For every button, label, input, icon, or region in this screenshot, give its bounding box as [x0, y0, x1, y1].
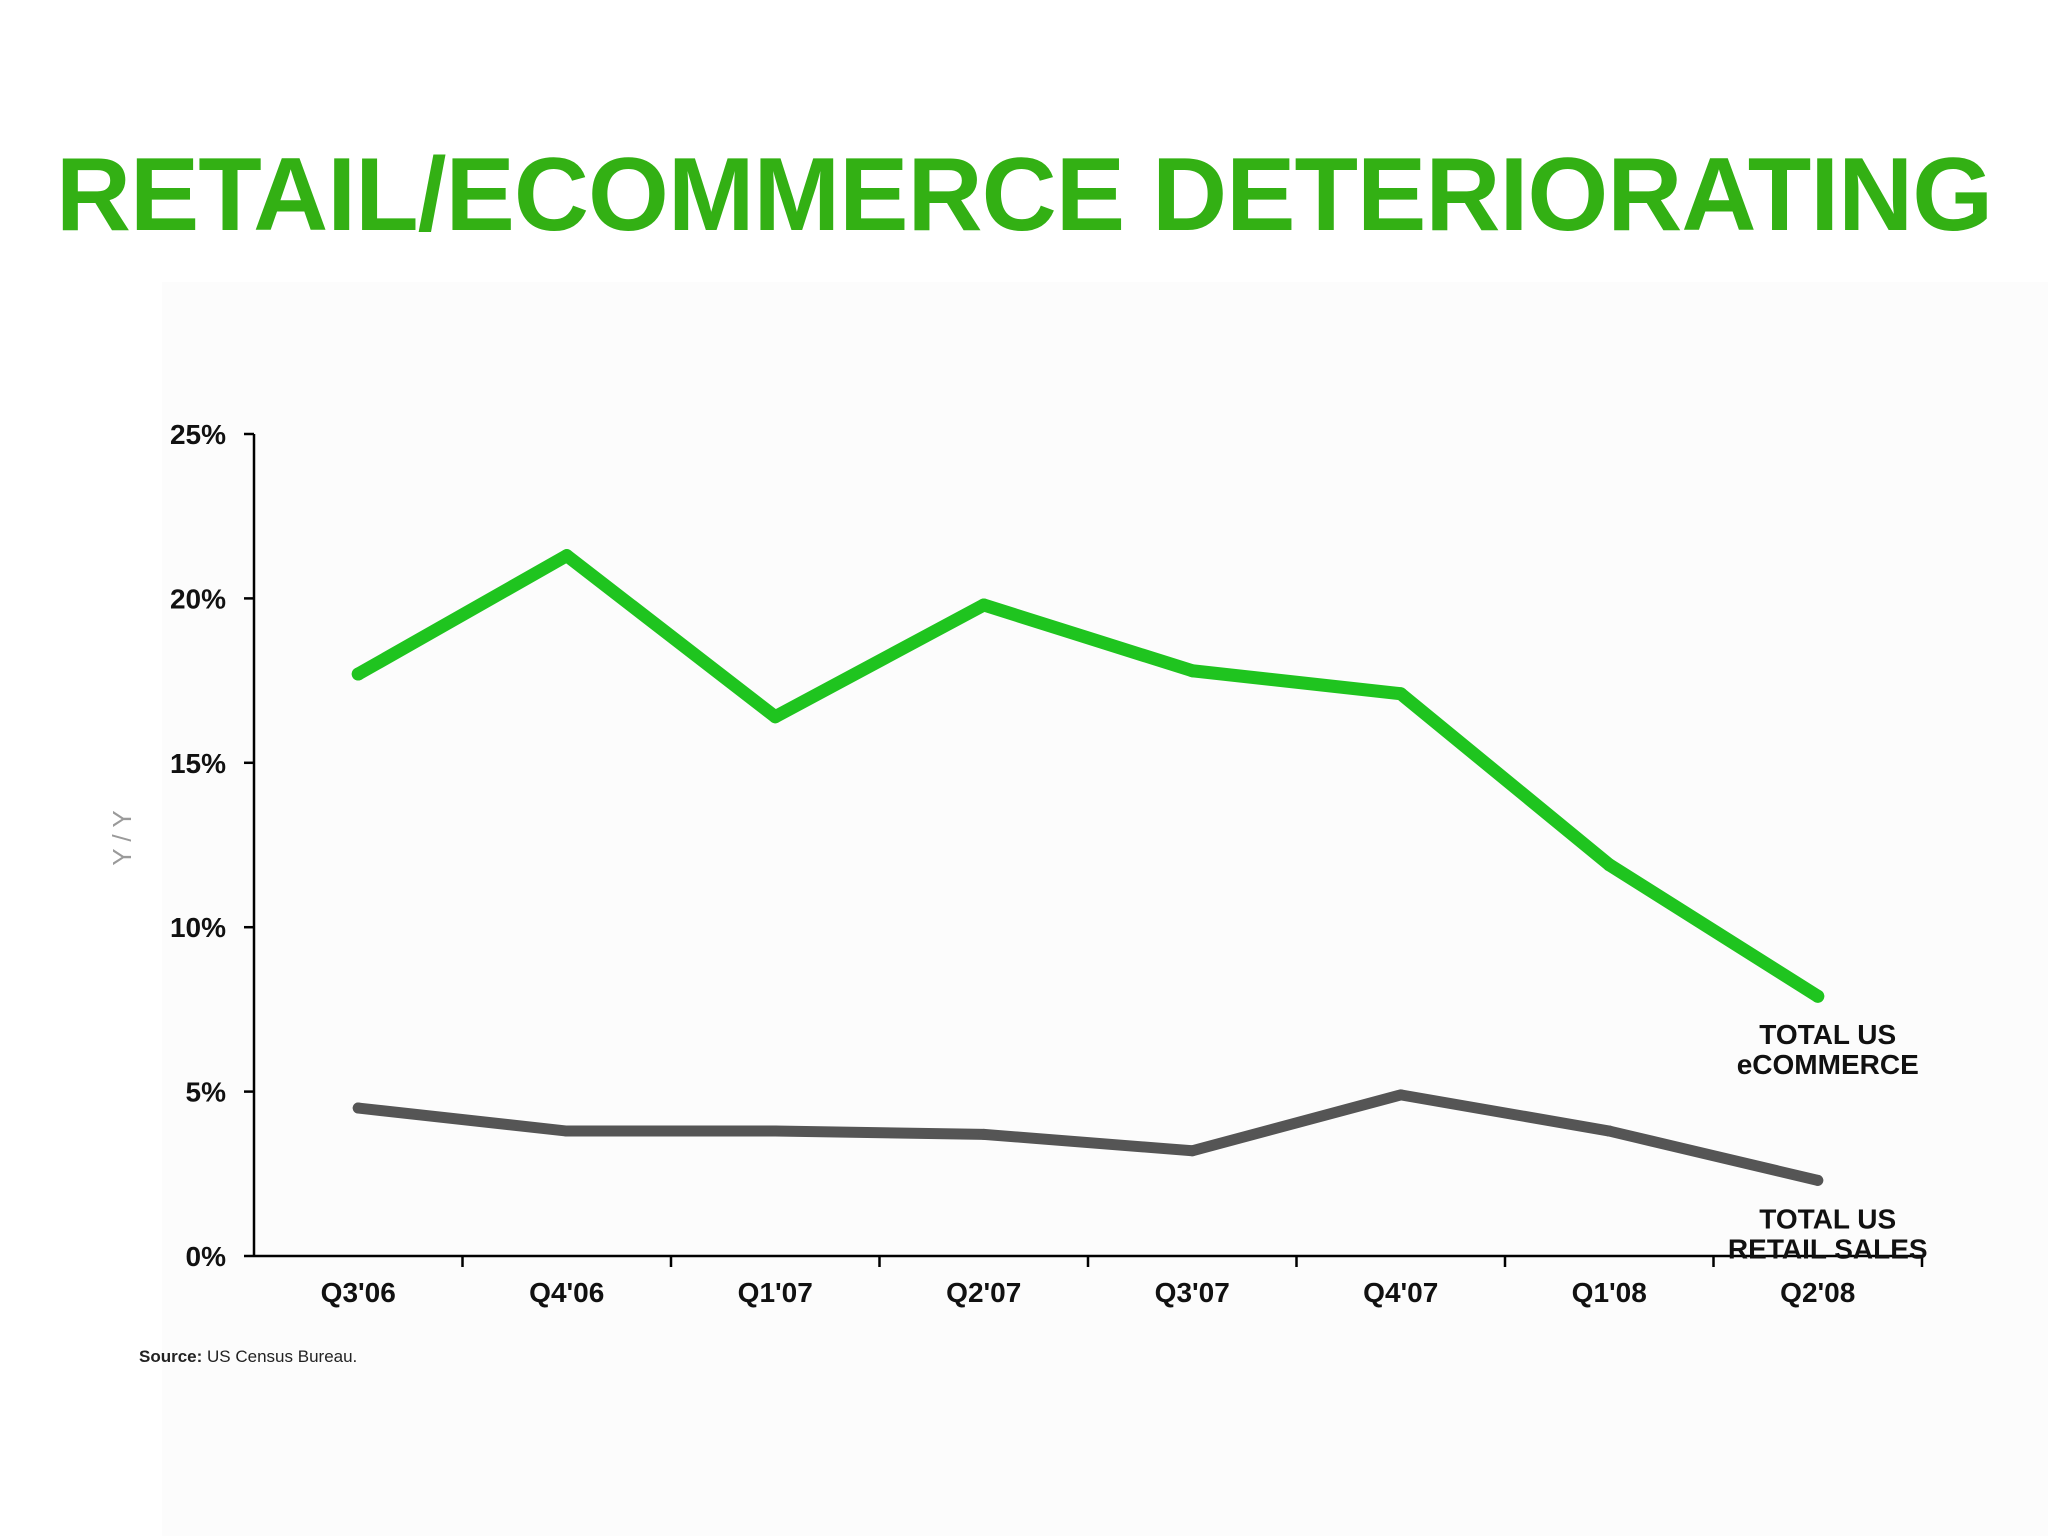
data-point [351, 667, 365, 681]
x-tick-label: Q1'07 [738, 1277, 813, 1308]
series-lines [351, 549, 1825, 1186]
y-tick-label: 0% [186, 1241, 227, 1272]
data-point [1186, 1145, 1198, 1157]
data-point [1394, 687, 1408, 701]
data-point [977, 598, 991, 612]
series-label-ecommerce: TOTAL US eCOMMERCE [1737, 1019, 1919, 1080]
data-point [1811, 989, 1825, 1003]
data-point [352, 1102, 364, 1114]
data-point [768, 710, 782, 724]
x-tick-label: Q2'08 [1780, 1277, 1855, 1308]
series-label-retail-sales: TOTAL US RETAIL SALES [1728, 1203, 1928, 1264]
data-point [1395, 1089, 1407, 1101]
data-point [1602, 858, 1616, 872]
y-tick-label: 20% [170, 583, 226, 614]
data-point [1185, 664, 1199, 678]
y-axis-title: Y / Y [107, 810, 137, 865]
x-tick-label: Q4'06 [529, 1277, 604, 1308]
x-tick-label: Q3'06 [321, 1277, 396, 1308]
y-tick-label: 25% [170, 419, 226, 450]
x-tick-label: Q1'08 [1572, 1277, 1647, 1308]
data-point [1812, 1174, 1824, 1186]
tick-labels: 0% 5% 10% 15% 20% 25% Q3'06 Q4'06 Q1'07 Q2'07 Q3'0… [107, 419, 1855, 1308]
data-point [561, 1125, 573, 1137]
axes [244, 432, 1924, 1267]
data-point [769, 1125, 781, 1137]
data-point [978, 1128, 990, 1140]
y-tick-label: 15% [170, 748, 226, 779]
series-label-line: TOTAL US [1759, 1019, 1896, 1050]
y-tick-label: 10% [170, 912, 226, 943]
series-label-line: RETAIL SALES [1728, 1233, 1928, 1264]
x-tick-label: Q2'07 [946, 1277, 1021, 1308]
x-tick-label: Q3'07 [1155, 1277, 1230, 1308]
series-line-retail-sales [352, 1089, 1824, 1186]
data-point [1603, 1125, 1615, 1137]
slide-title: RETAIL/ECOMMERCE DETERIORATING [55, 137, 1993, 253]
x-tick-label: Q4'07 [1363, 1277, 1438, 1308]
series-label-line: TOTAL US [1759, 1203, 1896, 1234]
chart-panel [162, 282, 2048, 1536]
source-text: US Census Bureau. [207, 1347, 358, 1366]
source-note: Source: US Census Bureau. [139, 1347, 357, 1367]
series-line-ecommerce [351, 549, 1825, 1003]
series-label-line: eCOMMERCE [1737, 1049, 1919, 1080]
source-label: Source: [139, 1347, 203, 1366]
y-tick-label: 5% [186, 1077, 227, 1108]
data-point [560, 549, 574, 563]
